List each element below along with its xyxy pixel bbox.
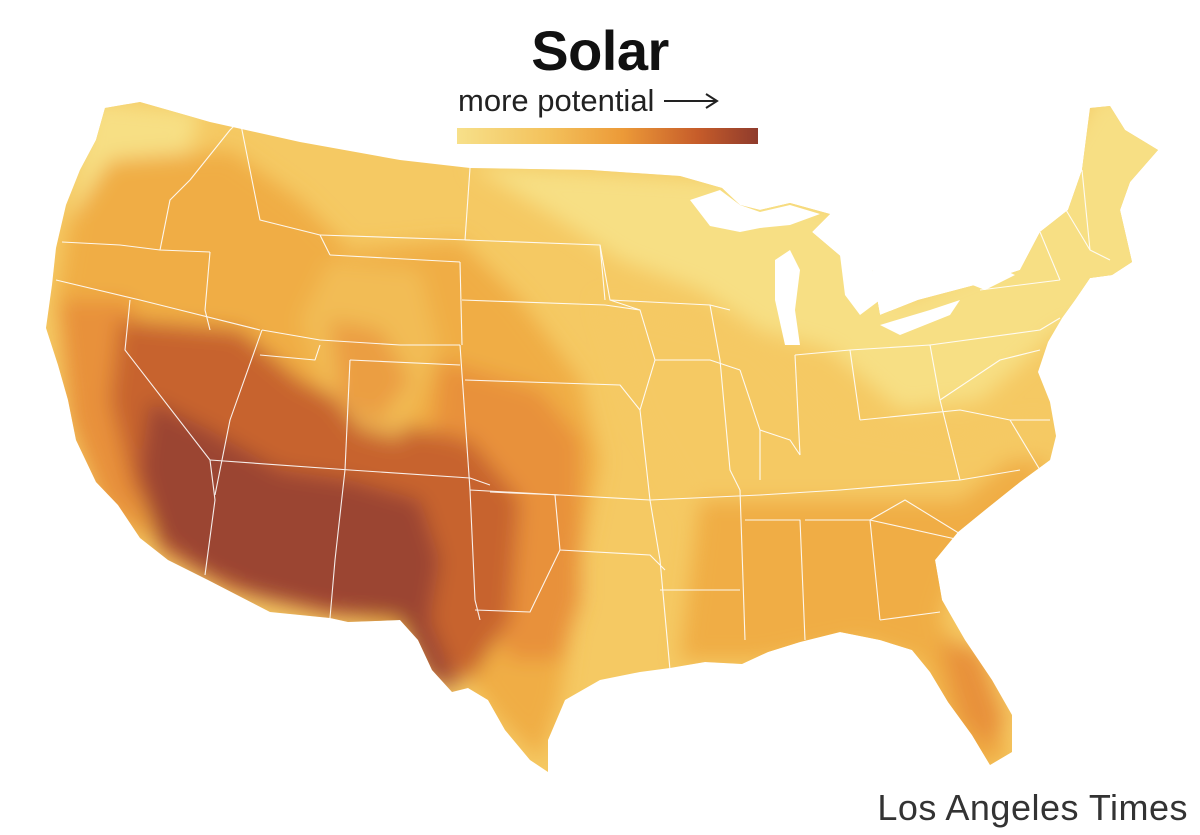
source-credit: Los Angeles Times (877, 787, 1188, 828)
legend-label: more potential (458, 83, 720, 119)
legend-text: more potential (458, 83, 655, 118)
state-boundaries (55, 119, 1111, 671)
map-title: Solar (531, 19, 669, 82)
great-lakes (690, 190, 1015, 345)
legend-gradient-bar (457, 128, 758, 144)
solar-field (46, 102, 1158, 772)
right-arrow-icon (662, 83, 720, 119)
